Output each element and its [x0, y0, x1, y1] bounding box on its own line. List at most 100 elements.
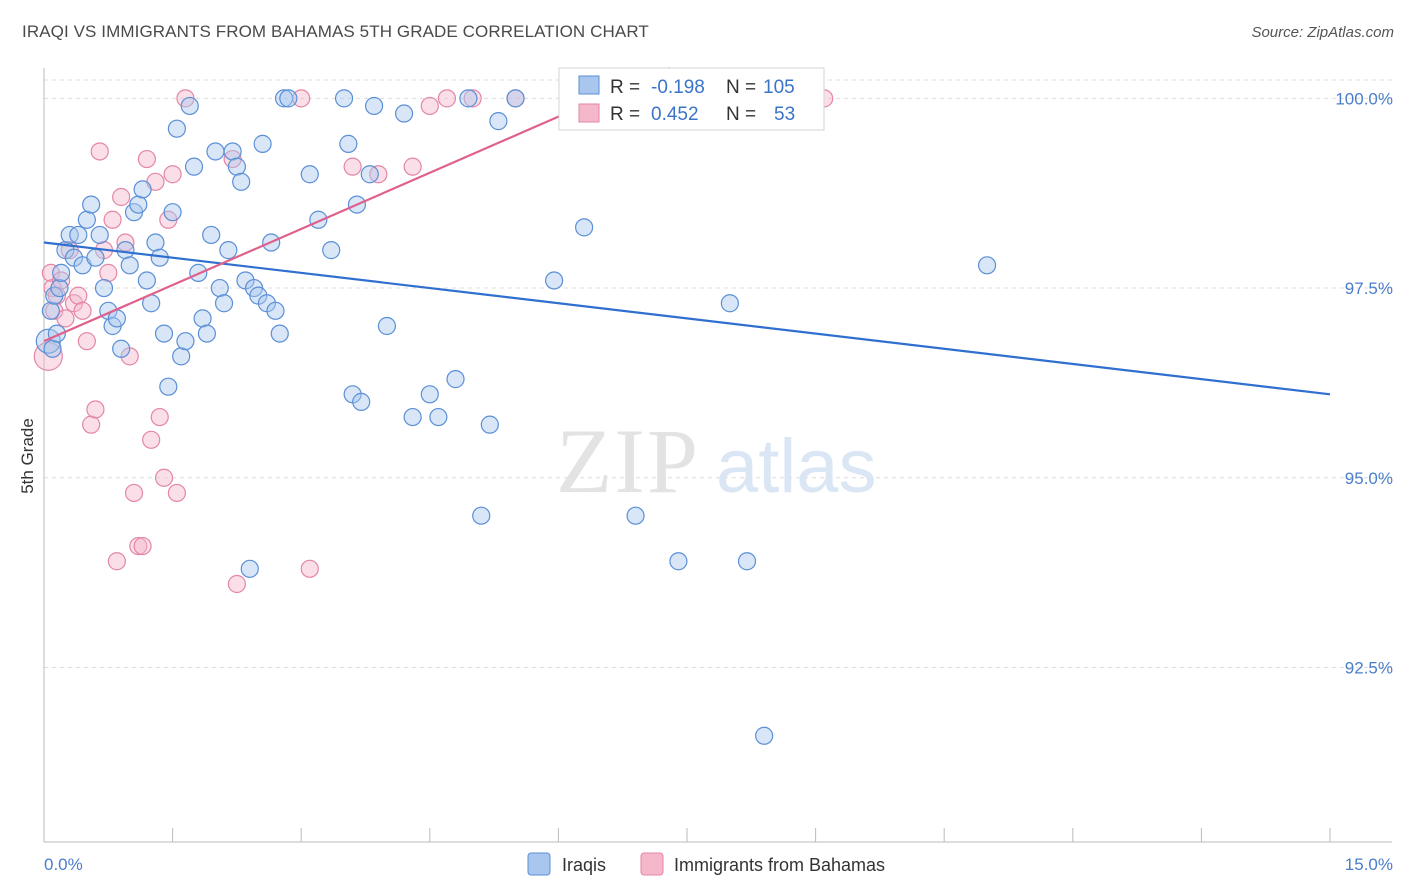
bahamas-point	[227, 574, 246, 594]
iraqis-point	[86, 248, 105, 267]
bahamas-point	[103, 210, 122, 229]
trend-line-iraqis	[43, 241, 1331, 396]
bahamas-point	[167, 483, 186, 503]
iraqis-point	[506, 89, 525, 108]
iraqis-point	[43, 339, 62, 358]
bahamas-point	[77, 332, 96, 351]
iraqis-point	[420, 385, 439, 404]
bahamas-point	[52, 271, 71, 290]
legend-n-value-bahamas: 53	[774, 104, 795, 125]
iraqis-point	[459, 89, 478, 108]
axes	[43, 68, 1392, 843]
legend-r-label-iraqis: R =	[610, 77, 640, 98]
iraqis-point	[154, 324, 174, 343]
legend-r-value-iraqis: -0.198	[651, 77, 705, 98]
iraqis-point	[167, 119, 186, 138]
bahamas-point	[90, 142, 109, 161]
iraqis-point	[159, 377, 178, 396]
iraqis-point	[279, 89, 298, 108]
iraqis-point	[626, 506, 645, 525]
iraqis-point	[253, 134, 272, 153]
watermark-zip: ZIP	[556, 410, 700, 512]
iraqis-point	[977, 256, 997, 275]
iraqis-point	[575, 218, 594, 237]
bottom-legend-label-bahamas: Immigrants from Bahamas	[674, 855, 885, 875]
iraqis-point	[360, 165, 379, 184]
iraqis-point	[545, 271, 564, 290]
iraqis-point	[176, 332, 195, 351]
iraqis-point	[50, 278, 69, 298]
iraqis-point	[489, 112, 508, 131]
bahamas-point	[142, 430, 161, 449]
series-bahamas-points	[33, 89, 834, 594]
iraqis-point	[377, 316, 397, 336]
legend-swatch-bahamas	[578, 103, 600, 123]
legend-r-value-bahamas: 0.452	[651, 104, 699, 125]
chart-source: Source: ZipAtlas.com	[1251, 24, 1394, 41]
legend-n-value-iraqis: 105	[763, 77, 795, 98]
iraqis-point	[232, 172, 251, 191]
iraqis-point	[403, 407, 422, 427]
chart-title: IRAQI VS IMMIGRANTS FROM BAHAMAS 5TH GRA…	[22, 22, 649, 41]
bahamas-point	[73, 301, 92, 320]
iraqis-point	[322, 241, 341, 260]
legend-frame	[558, 67, 825, 131]
iraqis-point	[90, 225, 109, 245]
iraqis-point	[394, 104, 414, 123]
legend-n-label-iraqis: N =	[726, 77, 756, 98]
iraqis-point	[52, 263, 71, 282]
y-tick-labels: 100.0% 97.5% 95.0% 92.5%	[1335, 89, 1393, 677]
bahamas-point	[137, 149, 156, 169]
bahamas-point	[112, 187, 131, 207]
iraqis-point	[472, 506, 491, 525]
bahamas-point	[56, 309, 75, 328]
bottom-legend-swatch-iraqis	[527, 852, 551, 876]
iraqis-point	[210, 278, 229, 298]
bahamas-point	[41, 263, 60, 282]
iraqis-point	[480, 415, 499, 434]
bottom-legend: Iraqis Immigrants from Bahamas	[527, 852, 885, 876]
iraqis-point	[274, 89, 294, 108]
iraqis-point	[77, 210, 96, 229]
y-tick-label: 95.0%	[1345, 469, 1393, 488]
bahamas-point	[86, 400, 105, 419]
bahamas-point	[133, 536, 152, 556]
iraqis-point	[227, 157, 246, 176]
iraqis-point	[116, 241, 135, 260]
iraqis-point	[133, 180, 152, 199]
iraqis-point	[669, 552, 688, 571]
iraqis-point	[720, 294, 739, 313]
bahamas-point	[403, 157, 422, 176]
iraqis-point	[184, 157, 204, 176]
iraqis-point	[737, 552, 757, 571]
iraqis-point	[137, 271, 156, 290]
y-tick-label: 92.5%	[1345, 658, 1393, 677]
iraqis-point	[163, 203, 182, 222]
iraqis-point	[129, 195, 148, 214]
iraqis-point	[120, 256, 139, 275]
bahamas-point	[150, 407, 169, 427]
bahamas-point	[99, 263, 118, 282]
bahamas-point	[107, 552, 126, 571]
x-tick-label-max: 15.0%	[1345, 855, 1393, 874]
iraqis-point	[755, 726, 774, 745]
bahamas-point	[82, 415, 101, 434]
iraqis-point	[206, 142, 225, 161]
iraqis-point	[300, 165, 319, 184]
bahamas-point	[463, 89, 482, 108]
bahamas-point	[300, 559, 319, 578]
iraqis-point	[172, 347, 191, 366]
iraqis-point	[146, 233, 165, 252]
iraqis-point	[429, 407, 448, 427]
iraqis-point	[82, 195, 101, 214]
grid-lines	[44, 79, 1392, 668]
bahamas-point	[69, 286, 88, 305]
bahamas-point	[129, 536, 148, 556]
legend: R = -0.198 N = 105 R = 0.452 N = 53	[558, 67, 825, 131]
x-tick-labels: 0.0% 15.0%	[44, 855, 1393, 874]
iraqis-point	[193, 309, 212, 328]
iraqis-point	[240, 559, 259, 578]
x-tick-label-min: 0.0%	[44, 855, 83, 874]
legend-swatch-iraqis	[578, 75, 600, 95]
